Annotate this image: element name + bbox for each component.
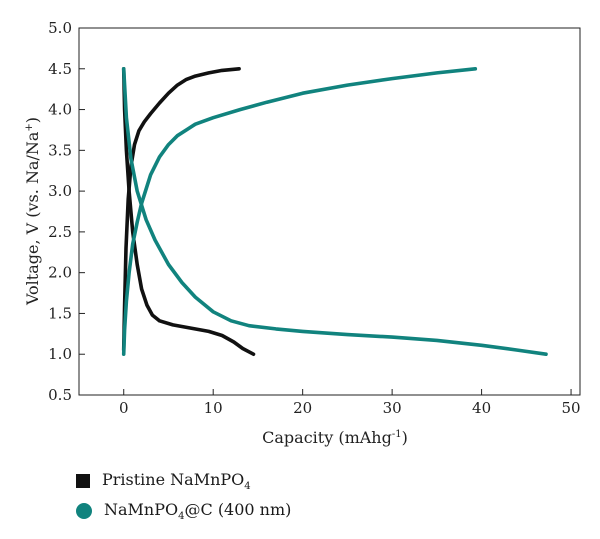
x-axis-title-end: ): [402, 428, 408, 447]
x-tick-label: 0: [119, 399, 129, 417]
legend-label-pristine-text: Pristine NaMnPO: [102, 469, 245, 489]
x-axis-title-sup: -1: [392, 429, 402, 440]
legend-label-pristine-sub: 4: [244, 481, 251, 493]
y-tick-label: 2.0: [48, 264, 72, 282]
y-axis-title-text: Voltage, V (vs. Na/Na: [23, 131, 42, 306]
charge-curve: [121, 67, 241, 352]
legend-label-pristine: Pristine NaMnPO4: [102, 470, 251, 492]
x-axis-title: Capacity (mAhg-1): [262, 428, 408, 447]
series-group: [121, 67, 548, 356]
x-tick-label: 20: [293, 399, 312, 417]
x-tick-label: 10: [204, 399, 223, 417]
legend-label-carbon-coated-text: NaMnPO: [104, 499, 179, 519]
x-tick-label: 40: [472, 399, 491, 417]
discharge-curve: [121, 67, 256, 356]
x-tick-label: 50: [562, 399, 581, 417]
legend-item-pristine: Pristine NaMnPO4: [76, 466, 291, 496]
legend-marker-square: [76, 474, 90, 488]
y-tick-label: 1.0: [48, 345, 72, 363]
y-tick-label: 1.5: [48, 304, 72, 322]
legend-label-carbon-coated-sub: 4: [178, 511, 185, 523]
legend-marker-circle: [76, 503, 92, 519]
axes: 0 10 20 30 40 50 0.5 1.0 1.5 2.0 2.5 3.0 3.5 4.0 4.5 5.…: [48, 19, 580, 417]
discharge-curve: [121, 67, 548, 356]
legend-item-carbon-coated: NaMnPO4@C (400 nm): [76, 496, 291, 526]
x-axis-title-text: Capacity (mAhg: [262, 428, 392, 447]
series-carbon-coated: [121, 67, 548, 356]
legend: Pristine NaMnPO4 NaMnPO4@C (400 nm): [76, 466, 291, 526]
y-tick-label: 3.0: [48, 182, 72, 200]
charge-curve: [121, 67, 478, 356]
legend-label-carbon-coated: NaMnPO4@C (400 nm): [104, 500, 291, 522]
y-tick-label: 2.5: [48, 223, 72, 241]
y-tick-label: 5.0: [48, 19, 72, 37]
plot-frame: [78, 27, 581, 396]
y-tick-label: 4.0: [48, 101, 72, 119]
y-tick-label: 4.5: [48, 60, 72, 78]
x-tick-label: 30: [383, 399, 402, 417]
y-axis-title-sup: +: [24, 123, 35, 131]
legend-label-carbon-coated-end: @C (400 nm): [184, 499, 292, 519]
y-axis-title: Voltage, V (vs. Na/Na+): [23, 117, 42, 306]
series-pristine: [121, 67, 256, 356]
y-tick-label: 0.5: [48, 386, 72, 404]
y-tick-label: 3.5: [48, 141, 72, 159]
y-axis-title-end: ): [23, 117, 42, 123]
